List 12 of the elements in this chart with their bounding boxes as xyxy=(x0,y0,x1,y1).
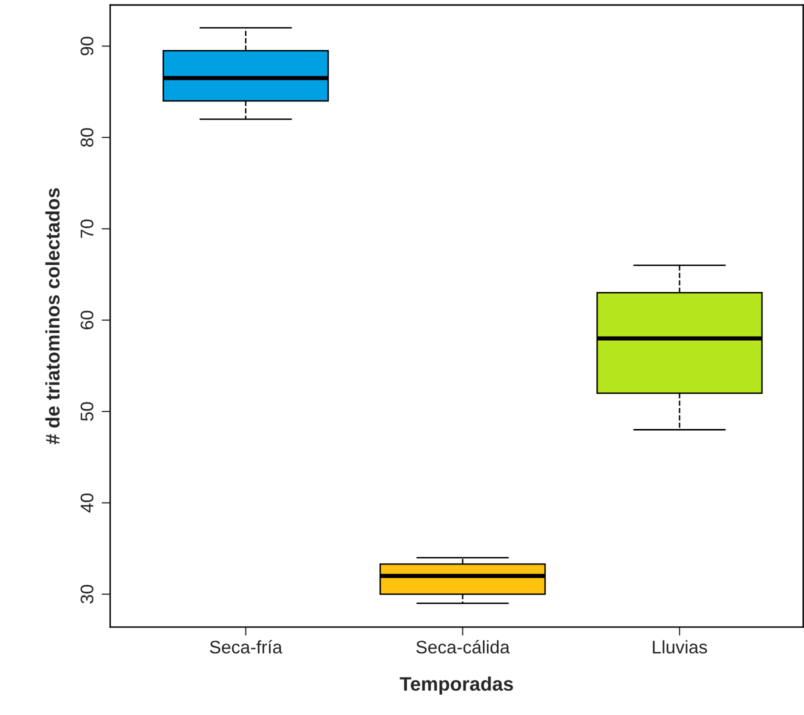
y-tick-label: 40 xyxy=(80,493,94,512)
x-tick-label: Seca-fría xyxy=(210,640,282,654)
y-tick-label: 90 xyxy=(80,36,94,56)
y-tick-label: 80 xyxy=(80,128,94,147)
x-axis-title: Temporadas xyxy=(400,676,513,695)
y-tick-label: 30 xyxy=(80,584,94,604)
y-tick-label: 50 xyxy=(80,402,94,421)
x-tick-label: Seca-cálida xyxy=(416,640,510,654)
x-tick-label: Lluvias xyxy=(652,640,708,654)
y-tick-label: 70 xyxy=(80,219,94,238)
y-axis-title: # de triatominos colectados xyxy=(45,188,60,444)
y-tick-label: 60 xyxy=(80,310,94,330)
